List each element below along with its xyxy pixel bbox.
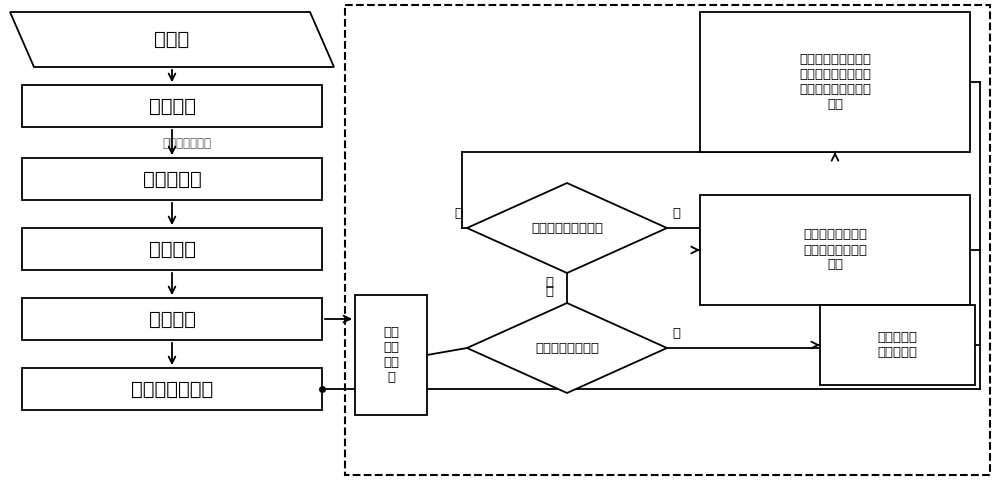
Text: 特征提取: 特征提取 [148, 240, 196, 258]
Text: 提示设备维护人员
对设备进行跟踪及
关注: 提示设备维护人员 对设备进行跟踪及 关注 [803, 228, 867, 271]
Text: 隔膜泵: 隔膜泵 [154, 30, 190, 49]
Text: 特征量是否有异常: 特征量是否有异常 [535, 341, 599, 355]
Text: 信号采集: 信号采集 [148, 97, 196, 115]
Text: 是: 是 [545, 285, 553, 298]
Bar [22, 298, 322, 340]
Text: 否: 否 [672, 327, 680, 340]
Bar [700, 195, 970, 305]
Text: 分形维数特征量: 分形维数特征量 [131, 380, 213, 398]
Bar [22, 158, 322, 200]
Text: 信号预处理: 信号预处理 [143, 170, 201, 188]
Text: 否: 否 [672, 207, 680, 220]
Text: 报警，警告设备维护
人员立刻检查设备；
必要时，可停止运行
设备: 报警，警告设备维护 人员立刻检查设备； 必要时，可停止运行 设备 [799, 53, 871, 111]
Text: 分形
维数
特征
量: 分形 维数 特征 量 [383, 326, 399, 384]
Polygon shape [467, 183, 667, 273]
Bar [820, 305, 975, 385]
Bar [700, 12, 970, 152]
Text: 状态识别: 状态识别 [148, 310, 196, 328]
Polygon shape [467, 303, 667, 393]
Text: 更新匹配特
征量数据库: 更新匹配特 征量数据库 [878, 331, 918, 359]
Text: 导入匹配特征量: 导入匹配特征量 [162, 137, 212, 150]
Text: 是: 是 [454, 207, 462, 220]
Bar [345, 5, 990, 475]
Bar [22, 228, 322, 270]
Bar [355, 295, 427, 415]
Bar [22, 85, 322, 127]
Polygon shape [10, 12, 334, 67]
Text: 是: 是 [545, 276, 553, 289]
Text: 异常是否超过阈值？: 异常是否超过阈值？ [531, 222, 603, 235]
Bar [22, 368, 322, 410]
